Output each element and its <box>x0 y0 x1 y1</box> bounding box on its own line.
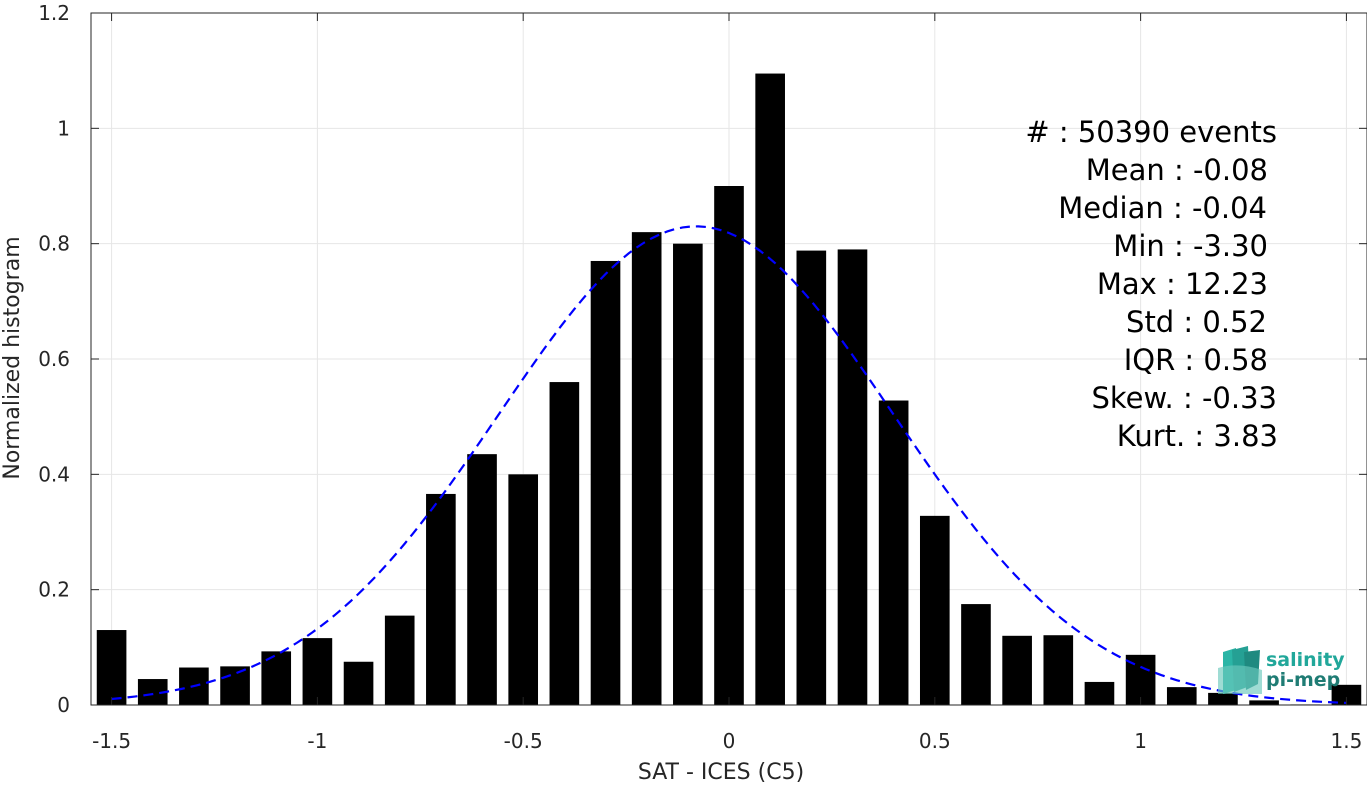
histogram-bar <box>796 250 827 705</box>
gaussian-fit-curve <box>111 225 1347 704</box>
stat-line: Kurt. : 3.83 <box>1117 419 1278 453</box>
histogram-bar <box>1331 684 1362 705</box>
x-tick-label: -0.5 <box>504 729 543 753</box>
histogram-bar <box>714 186 744 705</box>
stat-line: IQR : 0.58 <box>1124 343 1268 377</box>
histogram-bar <box>220 666 250 705</box>
statistics-annotation: # : 50390 events Mean : -0.08 Median : -0.… <box>1025 115 1278 453</box>
x-tick-labels: -1.5 -1 -0.5 0 0.5 1 1.5 <box>92 729 1362 753</box>
histogram-bar <box>467 454 497 705</box>
histogram-bar <box>755 73 785 706</box>
histogram-bar <box>508 474 539 705</box>
stat-line: Mean : -0.08 <box>1086 153 1268 187</box>
stat-line: Skew. : -0.33 <box>1091 381 1277 415</box>
histogram-bar <box>1084 681 1115 705</box>
x-tick-label: 1 <box>1134 729 1147 753</box>
histogram-bars <box>96 73 1362 706</box>
histogram-bar <box>549 382 580 705</box>
histogram-bar <box>426 493 456 705</box>
y-tick-label: 0.4 <box>38 462 70 486</box>
logo-text-line1: salinity <box>1266 649 1345 671</box>
x-tick-label: 1.5 <box>1331 729 1363 753</box>
histogram-bar <box>961 604 991 705</box>
y-tick-label: 1.2 <box>38 1 70 25</box>
stat-line: Std : 0.52 <box>1126 305 1267 339</box>
x-tick-label: -1.5 <box>92 729 131 753</box>
y-tick-label: 0.8 <box>38 232 70 256</box>
histogram-bar <box>878 400 909 705</box>
histogram-bar <box>384 615 415 705</box>
stat-line: Median : -0.04 <box>1058 191 1267 225</box>
histogram-bar <box>302 638 333 705</box>
y-tick-label: 1 <box>57 116 70 140</box>
histogram-bar <box>1166 687 1197 705</box>
x-tick-label: 0.5 <box>919 729 951 753</box>
histogram-bar <box>1208 692 1238 705</box>
logo-mark-icon <box>1218 646 1262 694</box>
histogram-bar <box>837 249 868 705</box>
y-tick-label: 0.6 <box>38 347 70 371</box>
histogram-bar <box>1043 635 1074 705</box>
histogram-bar <box>631 232 662 705</box>
axis-ticks <box>91 12 1367 706</box>
y-axis-label: Normalized histogram <box>0 236 25 479</box>
histogram-bar <box>919 515 950 705</box>
histogram-bar <box>590 260 621 705</box>
stat-line: # : 50390 events <box>1025 115 1277 149</box>
histogram-bar <box>343 661 374 705</box>
logo-text-line2: pi-mep <box>1266 669 1340 691</box>
x-tick-label: -1 <box>307 729 327 753</box>
histogram-bar <box>673 243 703 705</box>
x-axis-label: SAT - ICES (C5) <box>638 760 804 785</box>
histogram-bar <box>96 630 127 705</box>
y-tick-label: 0.2 <box>38 578 70 602</box>
stat-line: Max : 12.23 <box>1097 267 1268 301</box>
x-tick-label: 0 <box>723 729 736 753</box>
histogram-bar <box>1249 700 1279 705</box>
y-tick-label: 0 <box>57 693 70 717</box>
stat-line: Min : -3.30 <box>1113 229 1268 263</box>
histogram-bar <box>1002 635 1032 705</box>
salinity-pi-mep-logo: salinity pi-mep <box>1218 646 1345 694</box>
y-tick-labels: 0 0.2 0.4 0.6 0.8 1 1.2 <box>38 1 70 717</box>
